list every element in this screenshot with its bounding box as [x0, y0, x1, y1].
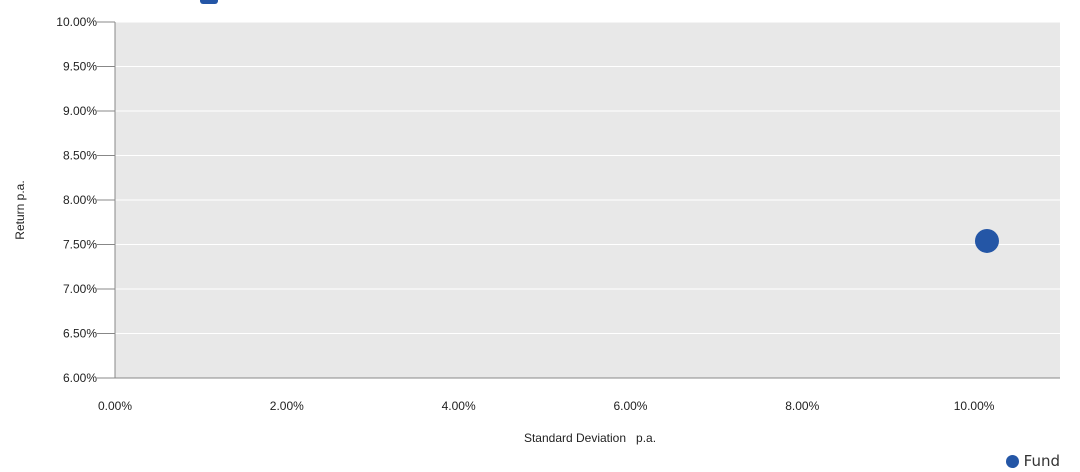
chart-legend: Fund: [1005, 452, 1060, 470]
legend-swatch-fund: [1005, 454, 1019, 468]
x-tick-label-1: 2.00%: [270, 399, 304, 413]
x-tick-label-0: 0.00%: [98, 399, 132, 413]
data-point-0-0: [974, 228, 999, 253]
x-axis-ticks: 0.00% 2.00% 4.00% 6.00% 8.00% 10.00%: [98, 399, 995, 413]
y-axis-ticks: 6.00% 6.50% 7.00% 7.50% 8.00% 8.50% 9.00% 9.50%…: [56, 15, 115, 385]
y-tick-label-5: 8.50%: [63, 149, 97, 163]
data-points: [974, 228, 999, 253]
x-axis-title: Standard Deviation p.a.: [524, 431, 656, 445]
y-tick-label-6: 9.00%: [63, 104, 97, 118]
legend-label-fund: Fund: [1023, 452, 1060, 470]
x-tick-label-4: 8.00%: [785, 399, 819, 413]
y-tick-label-0: 6.00%: [63, 371, 97, 385]
x-tick-label-3: 6.00%: [613, 399, 647, 413]
y-tick-label-4: 8.00%: [63, 193, 97, 207]
y-tick-label-7: 9.50%: [63, 60, 97, 74]
x-tick-label-5: 10.00%: [954, 399, 995, 413]
y-tick-label-8: 10.00%: [56, 15, 97, 29]
title-fragment: [200, 0, 218, 4]
y-axis-title: Return p.a.: [13, 180, 27, 239]
x-tick-label-2: 4.00%: [442, 399, 476, 413]
y-tick-label-2: 7.00%: [63, 282, 97, 296]
y-tick-label-3: 7.50%: [63, 238, 97, 252]
y-tick-label-1: 6.50%: [63, 327, 97, 341]
